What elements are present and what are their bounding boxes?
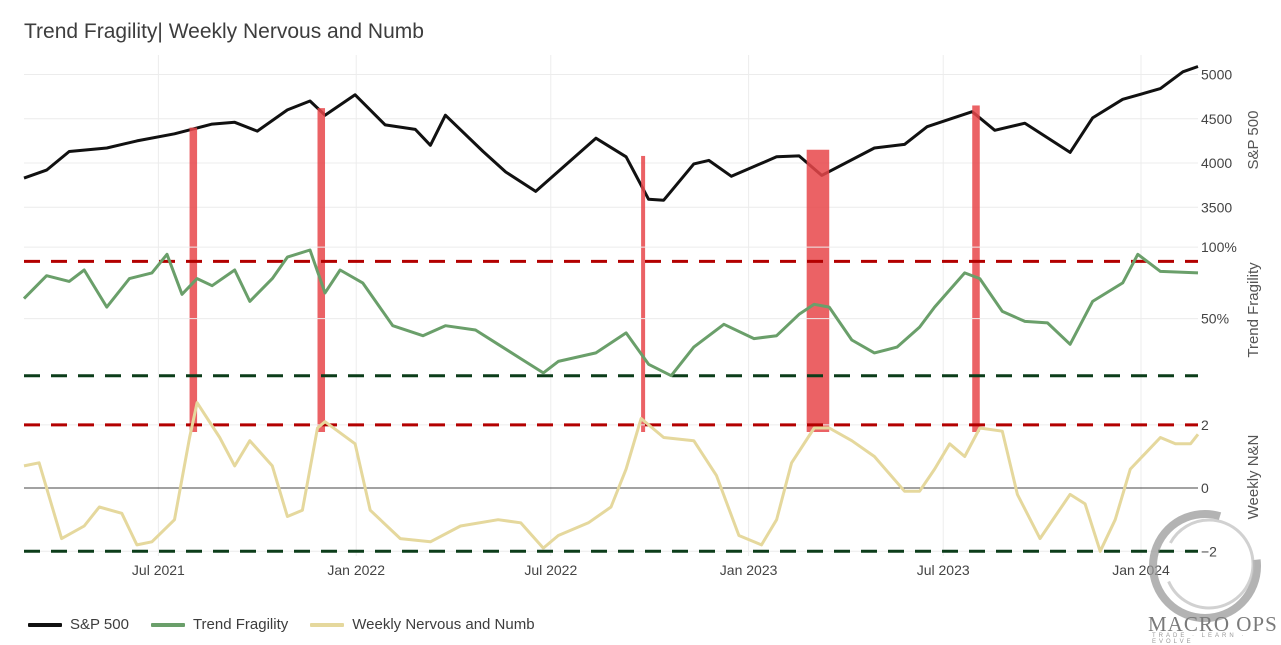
legend-item-sp500[interactable]: S&P 500	[28, 616, 129, 633]
legend: S&P 500 Trend Fragility Weekly Nervous a…	[28, 616, 535, 633]
y-tick-label: 2	[1201, 417, 1209, 433]
series-line-weekly_nn	[23, 401, 1200, 553]
x-tick-label: Jul 2022	[524, 562, 577, 578]
legend-item-weekly-nn[interactable]: Weekly Nervous and Numb	[310, 616, 535, 633]
y-tick-label: 100%	[1201, 239, 1237, 255]
y-tick-label: −2	[1201, 543, 1217, 559]
x-tick-label: Jan 2023	[720, 562, 778, 578]
legend-label-sp500: S&P 500	[70, 616, 129, 633]
series-line-trend_fragility	[22, 248, 1199, 378]
signal-bar	[806, 149, 830, 433]
signal-bar	[641, 155, 646, 432]
legend-swatch-weekly-nn	[310, 622, 345, 627]
chart-title: Trend Fragility| Weekly Nervous and Numb	[24, 20, 424, 43]
signal-bar	[972, 105, 980, 432]
logo-text: MACRO OPS	[1148, 612, 1278, 636]
logo-tagline: TRADE · LEARN · EVOLVE	[1152, 633, 1247, 645]
legend-item-trend-fragility[interactable]: Trend Fragility	[150, 616, 289, 633]
x-tick-label: Jul 2023	[917, 562, 970, 578]
signal-bar	[317, 108, 326, 432]
x-tick-label: Jul 2021	[132, 562, 185, 578]
legend-label-weekly-nn: Weekly Nervous and Numb	[352, 616, 535, 633]
y-axis-label-weekly_nn: Weekly N&N	[1245, 435, 1262, 520]
legend-label-trend-fragility: Trend Fragility	[192, 616, 289, 633]
y-axis-label-trend_fragility: Trend Fragility	[1245, 262, 1262, 358]
macro-ops-logo-icon	[1149, 510, 1261, 622]
y-tick-label: 3500	[1201, 199, 1232, 215]
series-line-sp500	[23, 65, 1199, 202]
y-tick-label: 4500	[1201, 111, 1232, 127]
legend-swatch-sp500	[28, 622, 62, 627]
y-tick-label: 4000	[1201, 155, 1232, 171]
y-axis-label-sp500: S&P 500	[1245, 111, 1262, 170]
legend-swatch-trend-fragility	[150, 622, 185, 627]
y-tick-label: 0	[1201, 480, 1209, 496]
y-tick-label: 50%	[1201, 311, 1229, 327]
signal-bar	[189, 127, 198, 433]
y-tick-label: 5000	[1201, 66, 1232, 82]
x-tick-label: Jan 2022	[327, 562, 385, 578]
